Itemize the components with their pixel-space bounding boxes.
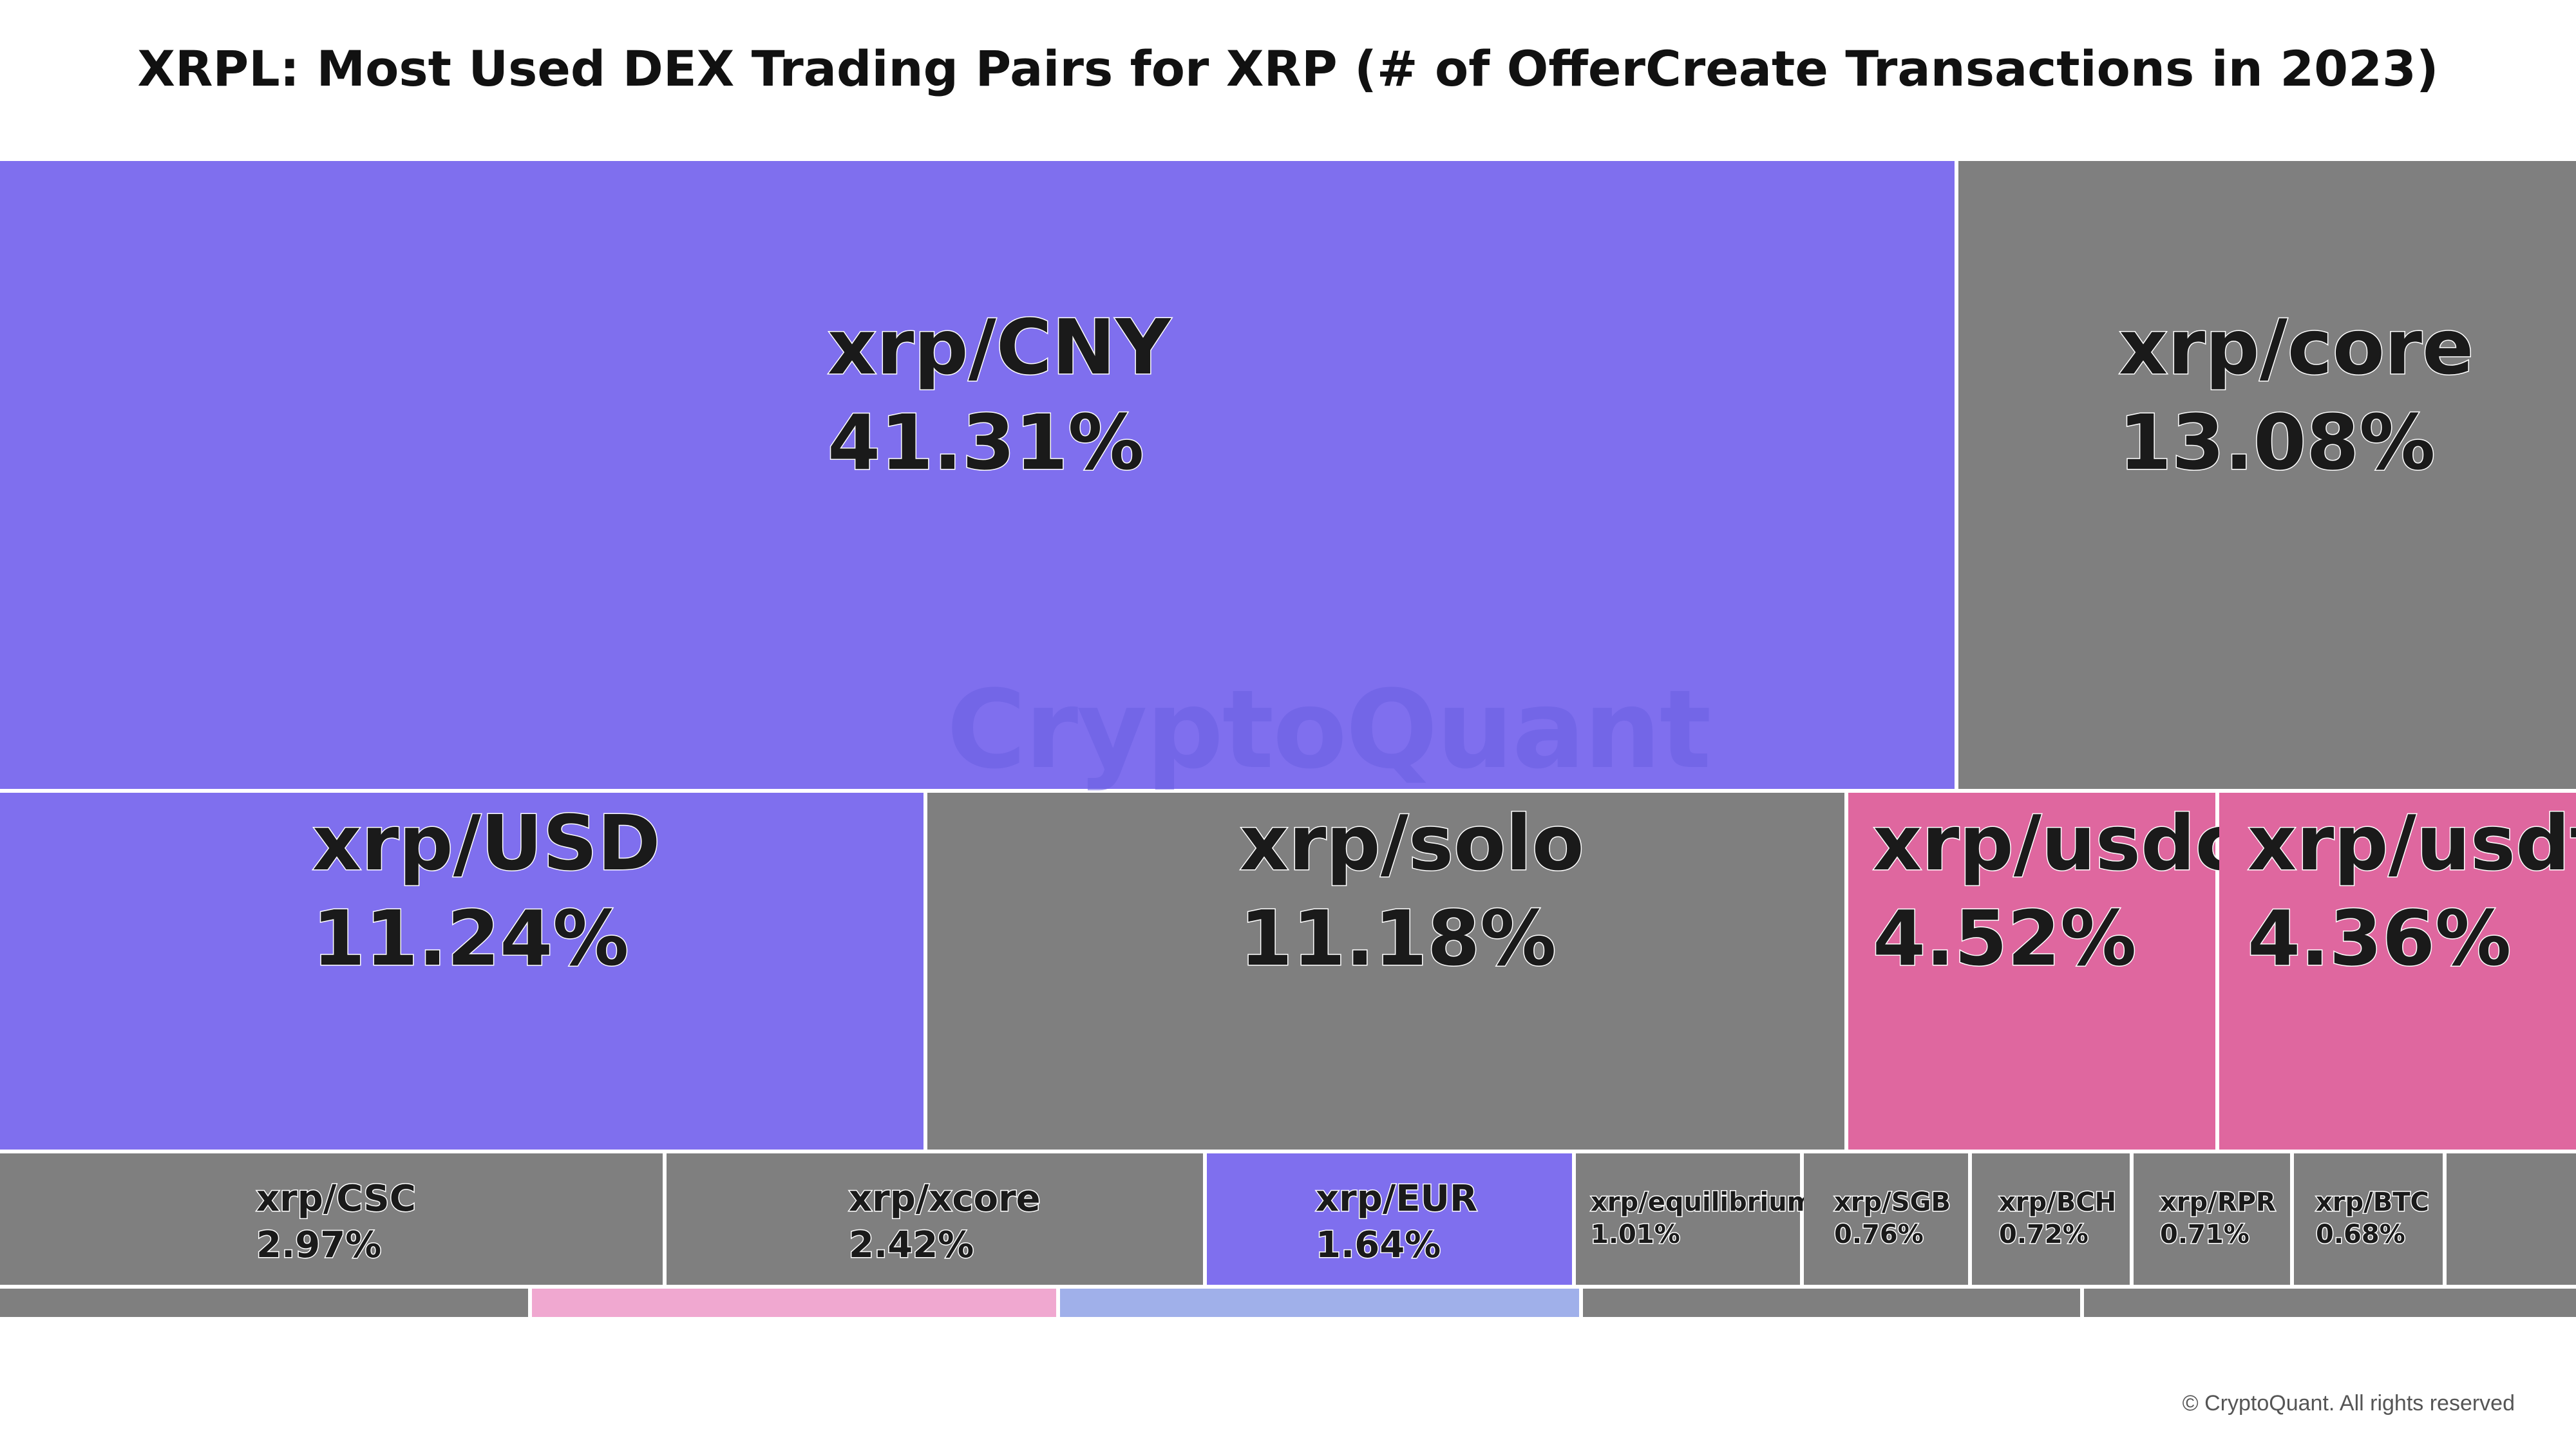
tile-xrp-bch[interactable]: xrp/BCH 0.72% [1972,1153,2130,1285]
copyright-notice: © CryptoQuant. All rights reserved [2182,1391,2515,1416]
tile-rect-xrp-usdt[interactable] [2219,793,2576,1150]
tile-value-xrp-rpr: 0.71% [2160,1220,2249,1249]
tile-name-xrp-usd: xrp/USD [312,799,661,887]
tile-value-xrp-equilibrium: 1.01% [1591,1220,1680,1249]
tile-rect-xrp-csc[interactable] [0,1153,663,1285]
tile-unlabeled-1[interactable] [2447,1153,2576,1285]
tile-name-xrp-btc: xrp/BTC [2316,1188,2429,1217]
tile-rect-xrp-core[interactable] [1958,161,2576,789]
tile-rect-xrp-bch[interactable] [1972,1153,2130,1285]
tile-name-xrp-cny: xrp/CNY [828,303,1171,392]
tile-value-xrp-cny: 41.31% [828,398,1144,487]
tile-unlabeled-6[interactable] [2084,1289,2576,1317]
tile-value-xrp-core: 13.08% [2119,398,2435,487]
tile-value-xrp-usdc: 4.52% [1873,894,2136,983]
tile-xrp-btc[interactable]: xrp/BTC 0.68% [2294,1153,2443,1285]
tile-rect-xrp-btc[interactable] [2294,1153,2443,1285]
tile-rect-xrp-eur[interactable] [1207,1153,1572,1285]
tile-name-xrp-equilibrium: xrp/equilibrium [1591,1188,1814,1217]
tile-rect-xrp-usdc[interactable] [1848,793,2215,1150]
tile-name-xrp-eur: xrp/EUR [1316,1178,1477,1220]
tile-rect-xrp-sgb[interactable] [1804,1153,1968,1285]
tile-unlabeled-4[interactable] [1060,1289,1579,1317]
tile-name-xrp-bch: xrp/BCH [1999,1188,2116,1217]
watermark: CryptoQuant [947,667,1711,793]
tile-unlabeled-5[interactable] [1583,1289,2080,1317]
tile-rect-xrp-rpr[interactable] [2134,1153,2290,1285]
tile-rect-xrp-solo[interactable] [927,793,1844,1150]
chart-title: XRPL: Most Used DEX Trading Pairs for XR… [137,40,2439,97]
tile-xrp-rpr[interactable]: xrp/RPR 0.71% [2134,1153,2290,1285]
tile-name-xrp-core: xrp/core [2119,303,2474,392]
tile-rect-xrp-cny[interactable] [0,161,1955,789]
tile-value-xrp-xcore: 2.42% [849,1224,974,1266]
tile-value-xrp-csc: 2.97% [256,1224,381,1266]
tile-value-xrp-eur: 1.64% [1316,1224,1441,1266]
tile-value-xrp-usd: 11.24% [312,894,629,983]
tile-xrp-equilibrium[interactable]: xrp/equilibrium 1.01% [1576,1153,1815,1285]
tile-value-xrp-sgb: 0.76% [1834,1220,1924,1249]
tile-value-xrp-btc: 0.68% [2316,1220,2405,1249]
tile-rect-xrp-usd[interactable] [0,793,923,1150]
tile-name-xrp-xcore: xrp/xcore [849,1178,1041,1220]
tile-value-xrp-bch: 0.72% [1999,1220,2088,1249]
tile-unlabeled-2[interactable] [0,1289,528,1317]
tile-name-xrp-sgb: xrp/SGB [1834,1188,1951,1217]
tile-xrp-sgb[interactable]: xrp/SGB 0.76% [1804,1153,1968,1285]
tile-rect-xrp-xcore[interactable] [667,1153,1203,1285]
tile-name-xrp-usdt: xrp/usdt [2248,799,2576,887]
tile-name-xrp-solo: xrp/solo [1240,799,1584,887]
tile-name-xrp-csc: xrp/CSC [256,1178,416,1220]
tile-name-xrp-usdc: xrp/usdc [1873,799,2240,887]
tile-value-xrp-usdt: 4.36% [2248,894,2511,983]
tile-name-xrp-rpr: xrp/RPR [2160,1188,2276,1217]
tile-value-xrp-solo: 11.18% [1240,894,1556,983]
tile-rect-xrp-equilibrium[interactable] [1576,1153,1800,1285]
tile-unlabeled-3[interactable] [532,1289,1056,1317]
treemap-chart: xrp/CNY41.31%xrp/core13.08%xrp/USD11.24%… [0,161,2576,1317]
